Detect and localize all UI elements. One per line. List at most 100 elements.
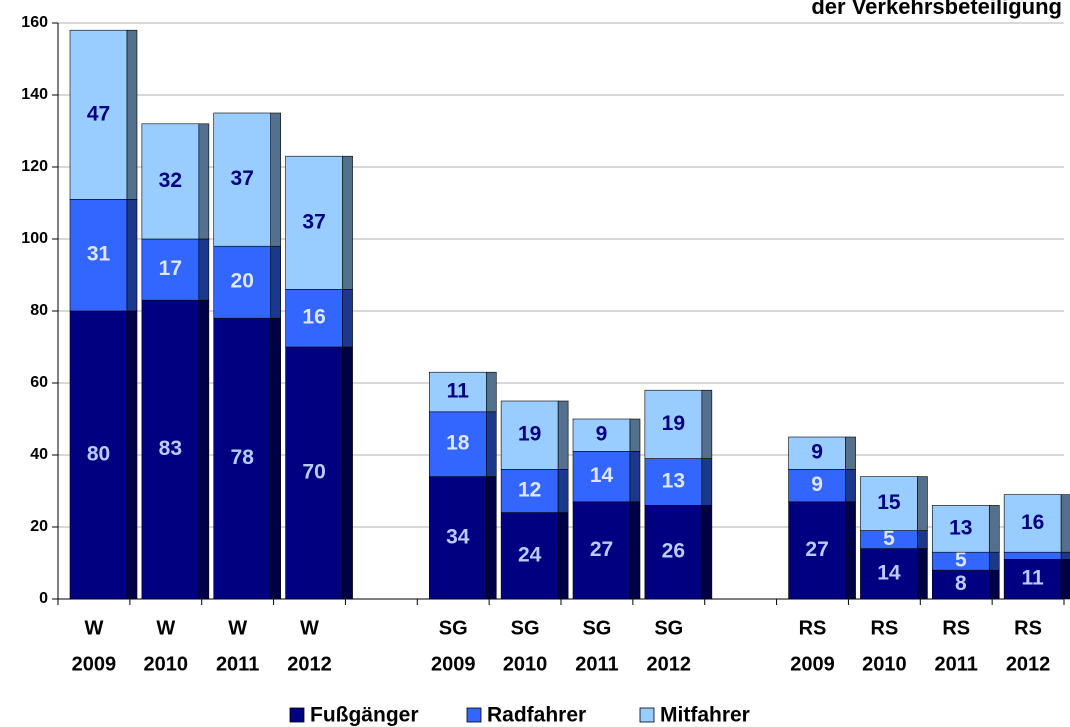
data-label: 9	[811, 473, 823, 496]
chart-title: der Verkehrsbeteiligung	[811, 0, 1062, 19]
bar-side	[198, 123, 210, 240]
bar-segment	[572, 418, 631, 452]
bar-segment	[213, 245, 272, 319]
bar-side	[198, 238, 210, 301]
x-tick-label: W	[84, 617, 103, 639]
data-label: 14	[590, 464, 614, 487]
bar-side	[270, 245, 282, 319]
legend-swatch	[466, 707, 482, 723]
bar-side	[485, 476, 497, 600]
data-label: 16	[1021, 511, 1044, 534]
data-label: 37	[231, 167, 254, 190]
data-label: 13	[949, 516, 972, 539]
bar-side	[270, 317, 282, 600]
data-label: 18	[446, 432, 470, 455]
bar-segment	[285, 155, 343, 290]
x-tick-label: 2009	[72, 653, 117, 675]
bar-side	[485, 371, 497, 413]
x-tick-label: 2011	[216, 653, 259, 675]
bar-segment	[500, 400, 559, 470]
y-tick-label: 100	[21, 230, 48, 247]
data-label: 80	[87, 443, 110, 466]
bar-segment	[141, 299, 200, 600]
x-tick-label: SG	[582, 617, 611, 639]
bar-side	[1060, 551, 1070, 560]
bar-side	[988, 569, 1000, 600]
x-tick-label: W	[228, 617, 247, 639]
bar-side	[270, 112, 282, 247]
data-label: 19	[662, 412, 685, 435]
bar-segment	[572, 451, 631, 503]
bar-side	[1060, 494, 1070, 553]
bar-side	[629, 451, 641, 503]
bar-side	[629, 501, 641, 600]
bar-side	[917, 530, 928, 549]
x-tick-label: 2009	[431, 653, 476, 675]
bar-segment	[428, 476, 487, 600]
legend-swatch	[289, 707, 305, 723]
bar-segment	[213, 317, 272, 600]
data-label: 70	[302, 461, 325, 484]
bar-side	[917, 476, 928, 531]
bar-side	[557, 469, 569, 513]
data-label: 19	[518, 423, 541, 446]
bar-side	[988, 505, 1000, 553]
bar-segment	[213, 112, 272, 247]
data-label: 9	[811, 441, 823, 464]
data-label: 9	[596, 423, 608, 446]
x-tick-label: RS	[1014, 617, 1042, 639]
bar-side	[126, 310, 138, 600]
bar-segment	[644, 389, 703, 459]
data-label: 31	[87, 243, 111, 266]
y-tick-label: 60	[30, 374, 48, 391]
x-tick-label: 2012	[287, 653, 332, 675]
y-tick-label: 0	[39, 590, 48, 607]
legend-label: Radfahrer	[487, 704, 586, 727]
data-label: 26	[662, 540, 685, 563]
bar-segment	[788, 436, 846, 470]
bar-segment	[644, 505, 703, 600]
bar-side	[845, 469, 856, 503]
x-tick-label: 2010	[144, 653, 189, 675]
bar-side	[988, 551, 1000, 571]
x-tick-label: 2012	[647, 653, 692, 675]
data-label: 47	[87, 102, 110, 125]
data-label: 12	[518, 479, 541, 502]
bar-segment	[428, 371, 487, 413]
y-tick-label: 20	[30, 518, 48, 535]
bar-side	[845, 436, 856, 470]
bar-side	[342, 346, 353, 600]
x-tick-label: 2011	[935, 653, 978, 675]
bar-side	[701, 505, 713, 600]
legend-label: Fußgänger	[310, 704, 419, 727]
bar-side	[342, 155, 353, 290]
x-tick-label: 2010	[862, 653, 907, 675]
data-label: 5	[883, 527, 895, 550]
data-label: 27	[805, 538, 828, 561]
bar-segment	[500, 469, 559, 513]
bar-segment	[69, 199, 128, 312]
x-tick-label: RS	[799, 617, 827, 639]
y-tick-label: 140	[21, 86, 48, 103]
bar-segment	[572, 501, 631, 600]
data-label: 5	[955, 549, 967, 572]
bar-side	[917, 548, 928, 600]
bar-side	[557, 400, 569, 470]
bar-segment	[1003, 551, 1062, 560]
bar-side	[701, 458, 713, 506]
x-tick-label: 2010	[503, 653, 548, 675]
data-label: 78	[231, 446, 255, 469]
data-label: 32	[159, 169, 182, 192]
x-tick-label: SG	[654, 617, 683, 639]
data-label: 16	[302, 306, 325, 329]
bar-side	[342, 289, 353, 348]
x-tick-label: 2011	[575, 653, 618, 675]
data-label: 8	[955, 572, 967, 595]
bar-side	[845, 501, 856, 600]
legend-swatch	[639, 707, 655, 723]
data-label: 13	[662, 470, 685, 493]
x-tick-label: SG	[511, 617, 540, 639]
x-tick-label: 2009	[790, 653, 835, 675]
bar-segment	[285, 346, 343, 600]
y-tick-label: 80	[30, 302, 48, 319]
